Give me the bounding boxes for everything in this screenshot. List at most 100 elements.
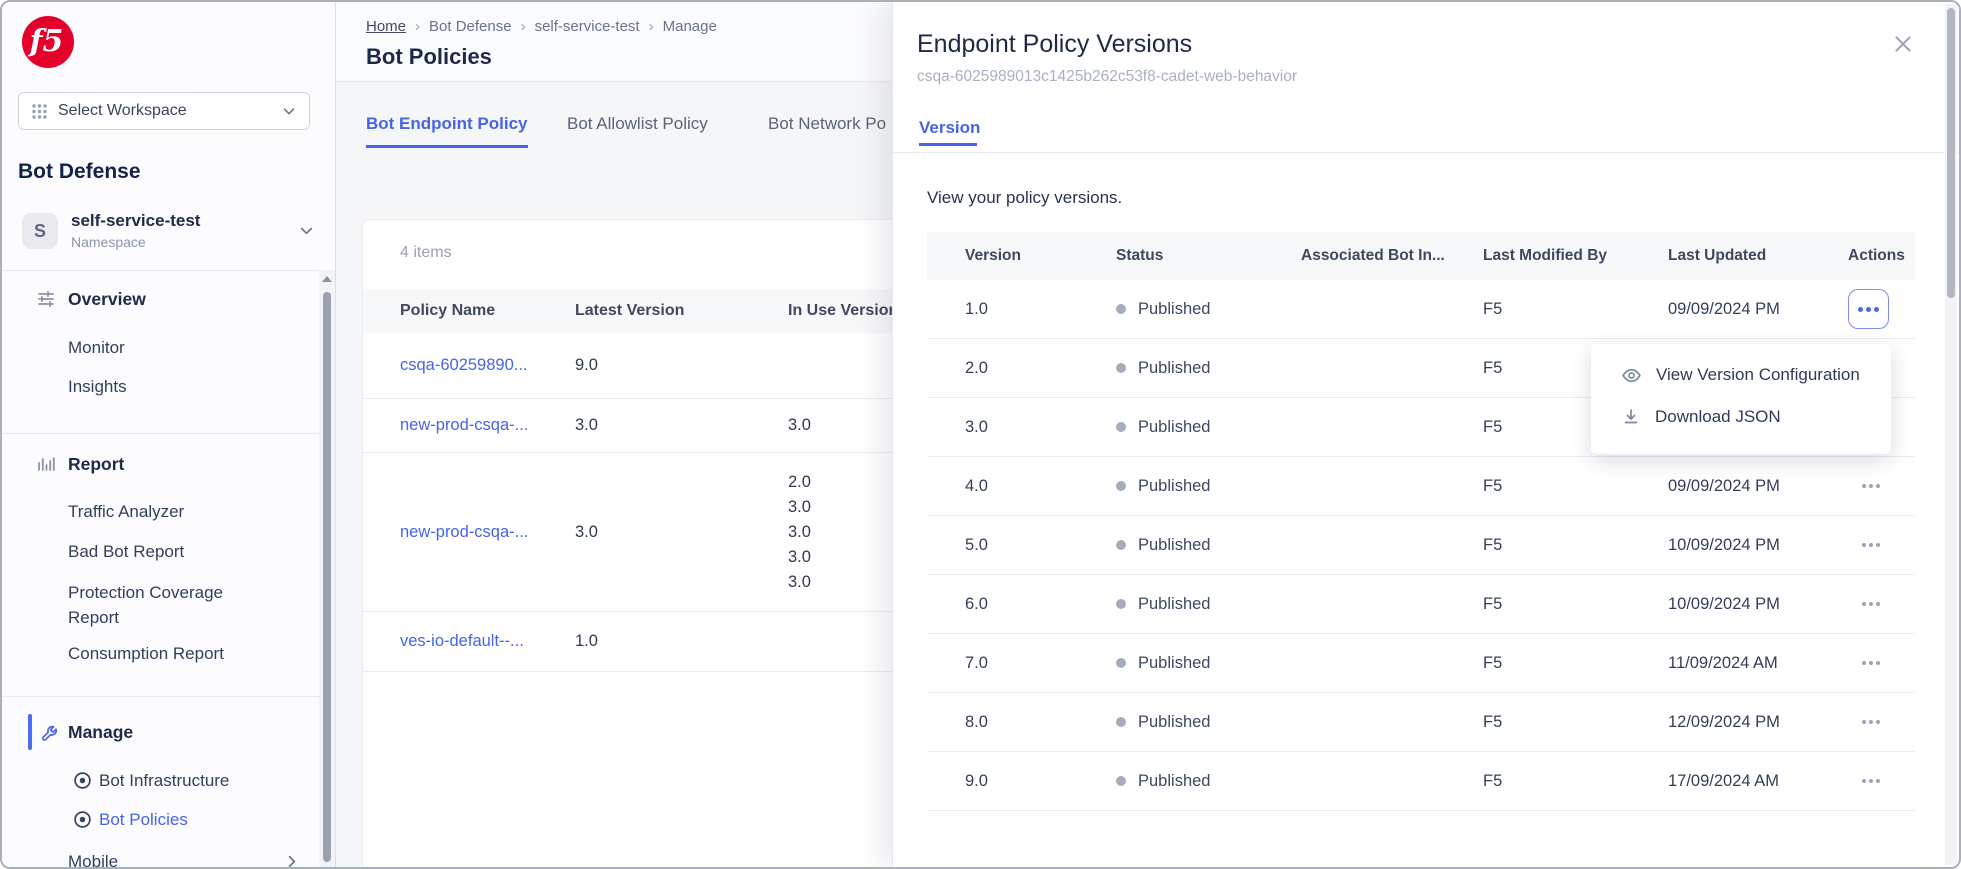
- endpoint-policy-versions-panel: Endpoint Policy Versions csqa-6025989013…: [892, 2, 1959, 867]
- sidebar-item-traffic-analyzer[interactable]: Traffic Analyzer: [68, 502, 185, 521]
- table-row: 5.0 Published F5 10/09/2024 PM: [927, 516, 1915, 575]
- status-cell: Published: [1116, 418, 1301, 437]
- sidebar-item-overview[interactable]: Overview: [68, 289, 146, 309]
- breadcrumb-namespace[interactable]: self-service-test: [534, 18, 640, 35]
- sidebar-item-bot-policies[interactable]: Bot Policies: [99, 810, 188, 829]
- divider: [2, 433, 319, 434]
- table-row: 6.0 Published F5 10/09/2024 PM: [927, 575, 1915, 634]
- chevron-down-icon: [300, 227, 313, 235]
- panel-subtitle: csqa-6025989013c1425b262c53f8-cadet-web-…: [917, 68, 1298, 85]
- bullseye-icon: [74, 772, 91, 789]
- table-row: 9.0 Published F5 17/09/2024 AM: [927, 752, 1915, 811]
- workspace-selector[interactable]: Select Workspace: [18, 92, 310, 130]
- tab-bot-network-policy[interactable]: Bot Network Po: [768, 114, 887, 133]
- namespace-selector[interactable]: S self-service-test Namespace: [2, 206, 319, 258]
- breadcrumb-separator: ›: [648, 18, 654, 35]
- status-badge: Published: [1138, 476, 1211, 495]
- status-badge: Published: [1138, 358, 1211, 377]
- grid-icon: [32, 103, 47, 119]
- menu-item-download-json[interactable]: Download JSON: [1591, 396, 1891, 438]
- tab-bot-allowlist-policy[interactable]: Bot Allowlist Policy: [567, 114, 708, 133]
- version-value: 9.0: [965, 771, 988, 790]
- menu-item-view-version-configuration[interactable]: View Version Configuration: [1591, 354, 1891, 396]
- row-actions-button[interactable]: [1862, 661, 1915, 665]
- in-use-version-value: 3.0: [788, 572, 811, 591]
- policies-table-header: Policy Name Latest Version In Use Versio…: [363, 289, 892, 333]
- breadcrumb-separator: ›: [415, 18, 421, 35]
- status-badge: Published: [1138, 299, 1211, 318]
- sidebar-item-mobile[interactable]: Mobile: [68, 852, 119, 869]
- version-value: 1.0: [965, 299, 988, 318]
- row-actions-button[interactable]: [1862, 484, 1915, 488]
- close-icon[interactable]: [1891, 32, 1915, 56]
- divider: [893, 152, 1959, 153]
- last-modified-by-value: F5: [1483, 358, 1503, 377]
- last-updated-value: 10/09/2024 PM: [1668, 535, 1780, 554]
- sidebar-scrollbar[interactable]: [319, 270, 335, 867]
- column-actions: Actions: [1848, 247, 1905, 264]
- eye-icon: [1622, 368, 1641, 382]
- scroll-up-arrow-icon[interactable]: [322, 276, 332, 282]
- sidebar: f5 Select Workspace Bot Defense S self-s…: [2, 2, 336, 867]
- status-badge: Published: [1138, 771, 1211, 790]
- table-row: 2.0 Published F5: [927, 339, 1915, 398]
- breadcrumb-home[interactable]: Home: [366, 18, 407, 35]
- status-dot-icon: [1116, 304, 1126, 314]
- menu-item-label: Download JSON: [1655, 407, 1781, 426]
- row-actions-menu: View Version Configuration Download JSON: [1591, 344, 1891, 454]
- f5-logo-text: f5: [29, 24, 64, 59]
- policy-name-link[interactable]: csqa-60259890...: [400, 356, 528, 374]
- column-version: Version: [965, 247, 1021, 264]
- sidebar-item-insights[interactable]: Insights: [68, 377, 127, 396]
- last-modified-by-value: F5: [1483, 535, 1503, 554]
- workspace-selector-label: Select Workspace: [58, 102, 187, 119]
- versions-table: Version Status Associated Bot In... Last…: [927, 232, 1915, 811]
- status-dot-icon: [1116, 717, 1126, 727]
- policy-name-link[interactable]: ves-io-default--...: [400, 632, 524, 650]
- column-last-modified-by: Last Modified By: [1483, 247, 1608, 264]
- panel-scrollbar-thumb[interactable]: [1947, 8, 1955, 298]
- sidebar-item-manage[interactable]: Manage: [68, 722, 134, 742]
- tab-version[interactable]: Version: [919, 118, 981, 137]
- policies-card: 4 items Policy Name Latest Version In Us…: [362, 219, 892, 867]
- sidebar-item-bot-infrastructure[interactable]: Bot Infrastructure: [99, 771, 230, 790]
- sidebar-item-monitor[interactable]: Monitor: [68, 338, 125, 357]
- breadcrumb-separator: ›: [520, 18, 526, 35]
- version-value: 4.0: [965, 476, 988, 495]
- sliders-icon: [38, 290, 54, 308]
- in-use-version-value: 3.0: [788, 547, 811, 566]
- breadcrumb-bot-defense[interactable]: Bot Defense: [429, 18, 512, 35]
- column-in-use-version: In Use Version: [788, 302, 892, 319]
- status-dot-icon: [1116, 422, 1126, 432]
- status-dot-icon: [1116, 363, 1126, 373]
- panel-scrollbar[interactable]: [1945, 4, 1957, 865]
- status-dot-icon: [1116, 776, 1126, 786]
- active-section-indicator: [28, 714, 32, 750]
- row-actions-button[interactable]: [1848, 289, 1889, 329]
- policy-name-link[interactable]: new-prod-csqa-...: [400, 416, 529, 434]
- chevron-right-icon: [288, 855, 296, 867]
- row-actions-button[interactable]: [1862, 602, 1915, 606]
- column-status: Status: [1116, 247, 1164, 264]
- status-dot-icon: [1116, 481, 1126, 491]
- row-actions-button[interactable]: [1862, 779, 1915, 783]
- row-actions-button[interactable]: [1862, 543, 1915, 547]
- version-value: 8.0: [965, 712, 988, 731]
- last-modified-by-value: F5: [1483, 476, 1503, 495]
- last-updated-value: 10/09/2024 PM: [1668, 594, 1780, 613]
- row-actions-button[interactable]: [1862, 720, 1915, 724]
- status-badge: Published: [1138, 712, 1211, 731]
- tab-bot-endpoint-policy[interactable]: Bot Endpoint Policy: [366, 114, 528, 148]
- sidebar-item-consumption-report[interactable]: Consumption Report: [68, 644, 224, 663]
- last-updated-value: 09/09/2024 PM: [1668, 299, 1780, 318]
- sidebar-item-report[interactable]: Report: [68, 454, 125, 474]
- sidebar-item-protection-coverage-report[interactable]: Protection Coverage Report: [68, 583, 223, 627]
- policy-name-link[interactable]: new-prod-csqa-...: [400, 522, 529, 541]
- last-modified-by-value: F5: [1483, 594, 1503, 613]
- sidebar-item-bad-bot-report[interactable]: Bad Bot Report: [68, 542, 185, 561]
- wrench-icon: [41, 725, 58, 741]
- last-updated-value: 17/09/2024 AM: [1668, 771, 1780, 790]
- status-dot-icon: [1116, 540, 1126, 550]
- column-policy-name: Policy Name: [400, 302, 496, 319]
- sidebar-scrollbar-thumb[interactable]: [323, 292, 331, 862]
